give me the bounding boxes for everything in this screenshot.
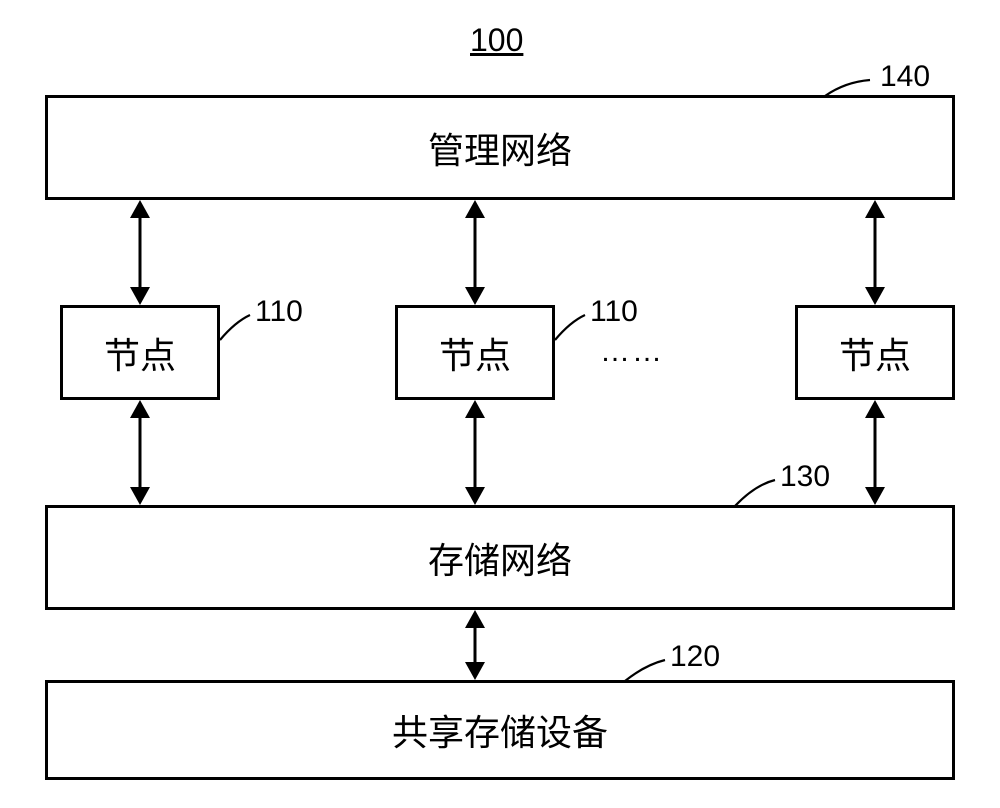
- box-label: 管理网络: [428, 122, 572, 174]
- box-node-3: 节点: [795, 305, 955, 400]
- box-label: 节点: [839, 327, 911, 379]
- ellipsis: ……: [600, 335, 664, 369]
- box-management-network: 管理网络: [45, 95, 955, 200]
- diagram-canvas: 100 管理网络 节点 节点 节点 存储网络 共享存储设备 …… 140 110…: [0, 0, 1000, 808]
- ref-110-b: 110: [590, 295, 638, 329]
- box-shared-storage: 共享存储设备: [45, 680, 955, 780]
- box-storage-network: 存储网络: [45, 505, 955, 610]
- box-label: 存储网络: [428, 532, 572, 584]
- ref-140: 140: [880, 60, 930, 94]
- ref-110-a: 110: [255, 295, 303, 329]
- box-label: 节点: [439, 327, 511, 379]
- box-label: 节点: [104, 327, 176, 379]
- figure-ref-100: 100: [470, 22, 523, 59]
- box-label: 共享存储设备: [392, 704, 608, 756]
- box-node-1: 节点: [60, 305, 220, 400]
- ref-130: 130: [780, 460, 830, 494]
- ref-120: 120: [670, 640, 720, 674]
- box-node-2: 节点: [395, 305, 555, 400]
